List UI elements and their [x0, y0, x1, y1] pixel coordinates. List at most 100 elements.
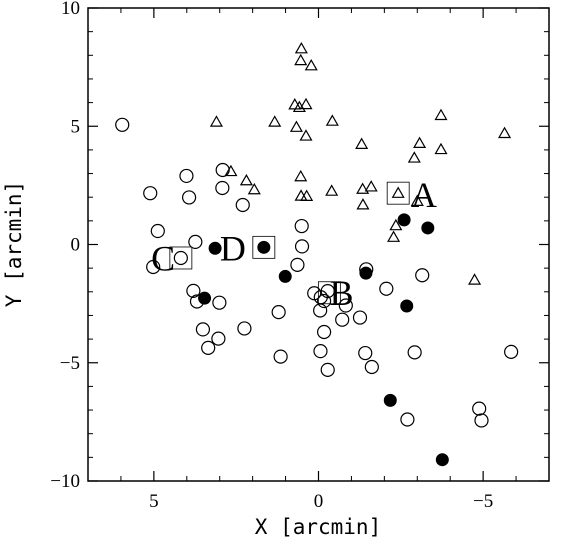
- open-circle-point: [237, 321, 252, 336]
- open-triangle-point: [325, 114, 339, 126]
- open-circle-point: [143, 186, 158, 201]
- open-triangle-point: [239, 173, 253, 186]
- y-axis-ticks: −10 −5 0 5 10: [50, 0, 549, 492]
- open-circle-point: [211, 331, 226, 346]
- open-circle-point: [335, 312, 350, 327]
- x-tick-label: −5: [473, 491, 493, 512]
- open-circle-point: [294, 239, 310, 254]
- open-circle-point: [181, 190, 197, 205]
- open-circle-point: [195, 322, 211, 337]
- open-circle-point: [338, 298, 353, 313]
- open-circle-point: [290, 257, 305, 272]
- open-circle-point: [235, 197, 250, 213]
- open-circle-point: [320, 283, 335, 299]
- open-circle-point: [358, 345, 373, 361]
- open-circle-point: [273, 349, 288, 364]
- x-tick-label: 0: [314, 491, 324, 512]
- open-circle-point: [320, 362, 335, 377]
- open-triangle-point: [468, 273, 482, 285]
- filled-circle-point: [421, 221, 435, 235]
- open-triangle-point: [355, 137, 369, 149]
- open-circle-point: [115, 117, 130, 132]
- y-axis-label: Y [arcmin]: [2, 181, 26, 307]
- filled-circle-point: [397, 213, 411, 227]
- open-triangle-point: [410, 194, 424, 206]
- open-triangle-point: [289, 120, 303, 132]
- filled-circle-point: [198, 291, 212, 305]
- open-triangle-point: [224, 164, 238, 177]
- open-triangle-point: [364, 180, 378, 192]
- open-circle-point: [173, 250, 188, 266]
- open-circle-point: [415, 268, 430, 283]
- open-circle-point: [407, 345, 422, 360]
- filled-circle-point: [278, 269, 292, 283]
- open-triangle-point: [294, 189, 308, 201]
- open-circle-point: [188, 234, 203, 249]
- open-triangle-point: [387, 230, 401, 242]
- open-triangle-point: [304, 58, 318, 71]
- open-triangle-point: [294, 169, 308, 182]
- annotation-box: [386, 181, 410, 205]
- open-triangle-point: [389, 218, 403, 231]
- open-circle-point: [474, 413, 489, 428]
- open-triangle-point: [294, 53, 308, 66]
- x-tick-label: 5: [149, 491, 159, 512]
- open-circle-point: [379, 281, 394, 296]
- annotation-box: [252, 235, 276, 259]
- open-triangle-point: [294, 41, 308, 54]
- open-triangle-point: [247, 182, 261, 195]
- open-triangle-point: [413, 136, 427, 149]
- y-tick-label: −10: [50, 471, 80, 492]
- open-triangle-point: [434, 108, 448, 121]
- annotations: A B C D: [151, 175, 437, 313]
- filled-circle-point: [359, 266, 373, 280]
- open-circle-point: [215, 162, 230, 178]
- open-circle-point: [294, 218, 309, 234]
- y-tick-label: 5: [71, 116, 81, 137]
- filled-circle-point: [400, 299, 414, 313]
- open-triangle-point: [325, 184, 339, 196]
- filled-circle-point: [257, 240, 271, 254]
- open-triangle-point: [299, 129, 313, 141]
- open-circle-point: [215, 180, 230, 196]
- y-tick-label: −5: [60, 353, 80, 374]
- annotation-label: A: [411, 175, 437, 215]
- data-points: [115, 41, 519, 467]
- open-triangle-point: [300, 189, 314, 201]
- open-circle-point: [179, 168, 194, 184]
- open-triangle-point: [268, 115, 282, 127]
- open-circle-point: [352, 310, 368, 325]
- filled-circle-point: [208, 241, 222, 255]
- open-circle-point: [316, 293, 332, 309]
- open-circle-point: [150, 223, 165, 239]
- open-triangle-point: [407, 151, 421, 163]
- annotation-box: [169, 246, 193, 270]
- open-circle-point: [186, 283, 201, 298]
- open-triangle-point: [299, 97, 313, 110]
- open-circle-point: [212, 295, 227, 310]
- open-circle-point: [146, 259, 161, 275]
- annotation-label: B: [330, 273, 354, 313]
- open-circle-point: [201, 340, 216, 355]
- open-circle-point: [504, 344, 519, 359]
- open-circle-point: [316, 324, 332, 340]
- open-triangle-point: [356, 198, 370, 210]
- x-axis-ticks: 5 0 −5: [120, 8, 517, 512]
- open-circle-point: [472, 401, 487, 416]
- open-circle-point: [271, 305, 286, 320]
- annotation-label: D: [220, 229, 246, 269]
- open-circle-point: [313, 344, 328, 359]
- y-tick-label: 0: [71, 235, 81, 256]
- open-triangle-point: [391, 186, 405, 198]
- x-axis-label: X [arcmin]: [255, 515, 381, 539]
- open-triangle-point: [356, 182, 370, 194]
- open-triangle-point: [498, 126, 512, 139]
- open-circle-point: [364, 359, 379, 375]
- annotation-box: [317, 281, 341, 305]
- annotation-label: C: [151, 239, 175, 279]
- filled-circle-point: [435, 453, 449, 467]
- open-triangle-point: [209, 115, 223, 127]
- filled-circle-point: [383, 393, 397, 407]
- y-tick-label: 10: [61, 0, 80, 19]
